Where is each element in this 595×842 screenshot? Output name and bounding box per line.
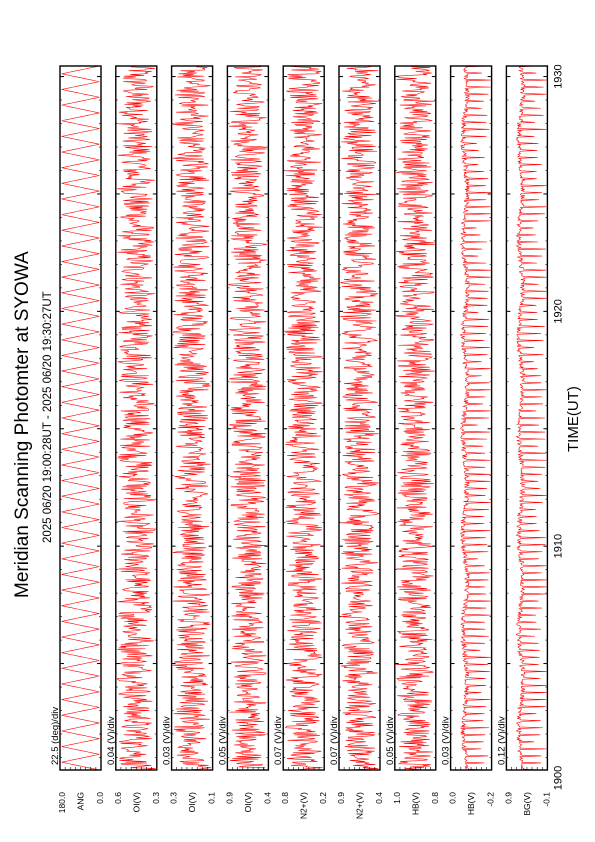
panel-series-label: N2+(V) [355,792,365,819]
panel-ybottom-label: 0.4 [262,792,272,804]
panel-ybottom-label: 0.3 [151,792,161,804]
panel-3 [170,65,214,771]
panel-scale-label: 0.07 (V)/div [273,716,284,765]
panel-series-label: OI(V) [187,792,197,812]
panel-1 [59,65,102,771]
panel-ytop-label: 0.9 [503,792,513,804]
panel-series-label: OI(V) [243,792,253,812]
panel-4 [226,65,270,771]
panel-series-label: OI(V) [131,792,141,812]
panel-ybottom-label: 0.0 [95,792,105,804]
panel-ybottom-label: 0.2 [318,792,328,804]
panel-ytop-label: 0.9 [224,792,234,804]
trace-line [172,66,212,770]
trace-line [395,66,435,770]
x-axis-label: TIME(UT) [565,386,582,452]
panel-ybottom-label: 0.1 [207,792,217,804]
chart-title: Meridian Scanning Photomter at SYOWA [12,251,33,598]
trace-line [459,66,491,770]
panel-ytop-label: 0.6 [113,792,123,804]
panel-ytop-label: 0.9 [336,792,346,804]
panel-ytop-label: 1.0 [392,792,402,804]
panel-8 [449,65,493,771]
panel-9 [505,65,549,771]
x-tick-label: 1920 [552,299,564,323]
trace-line [227,66,268,770]
panel-ybottom-label: -0.1 [541,792,551,807]
panel-frame [338,65,381,771]
panel-2 [115,65,158,771]
panel-series-label: N2+(V) [299,792,309,819]
trace-line [515,66,547,770]
panel-ytop-label: 0.3 [169,792,179,804]
panel-ybottom-label: -0.2 [486,792,496,807]
panel-scale-label: 0.12 (V)/div [496,716,507,765]
trace-line [284,66,323,770]
panel-scale-label: 0.04 (V)/div [106,716,117,765]
panel-scale-label: 0.05 (V)/div [217,716,228,765]
panel-ytop-label: 0.0 [448,792,458,804]
panel-scale-label: 22.5 (deg)/div [50,707,61,765]
chart-subtitle: 2025 06/20 19:00:28UT - 2025 06/20 19:30… [42,291,54,543]
panel-scale-label: 0.05 (V)/div [385,716,396,765]
x-tick-label: 1930 [552,64,564,88]
panel-scale-label: 0.03 (V)/div [441,716,452,765]
panel-scale-label: 0.07 (V)/div [329,716,340,765]
panel-scale-label: 0.03 (V)/div [162,716,173,765]
panel-series-label: BG(V) [522,792,532,816]
x-tick-label: 1900 [552,766,564,790]
panel-7 [394,65,437,771]
trace-line [339,66,380,770]
panel-ybottom-label: 0.4 [374,792,384,804]
panel-5 [282,65,325,771]
panel-ytop-label: 0.8 [280,792,290,804]
panel-series-label: HB(V) [466,792,476,815]
panel-ybottom-label: 0.8 [430,792,440,804]
panel-ytop-label: 180.0 [57,792,67,814]
trace-line [116,66,157,770]
panel-6 [338,65,381,771]
x-tick-label: 1910 [552,534,564,558]
panel-series-label: ANG [76,792,86,810]
panel-series-label: HB(V) [410,792,420,815]
trace-line [61,66,100,770]
